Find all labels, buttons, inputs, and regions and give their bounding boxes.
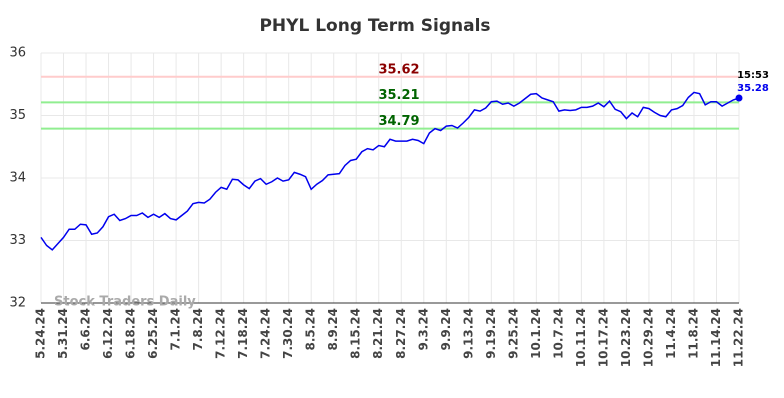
x-tick-label: 10.23.24 <box>619 308 633 367</box>
y-tick-label: 34 <box>9 171 26 186</box>
x-tick-label: 11.14.24 <box>709 308 723 367</box>
x-tick-label: 5.24.24 <box>34 308 48 359</box>
y-tick-label: 35 <box>9 108 26 123</box>
x-tick-label: 11.22.24 <box>732 308 746 367</box>
x-tick-label: 7.12.24 <box>214 308 228 359</box>
x-tick-label: 9.9.24 <box>439 308 453 351</box>
x-tick-label: 6.6.24 <box>79 308 93 351</box>
x-tick-label: 7.24.24 <box>259 308 273 359</box>
x-tick-label: 9.13.24 <box>461 308 475 359</box>
x-tick-label: 10.1.24 <box>529 308 543 359</box>
x-tick-label: 8.27.24 <box>394 308 408 359</box>
y-tick-label: 36 <box>9 46 26 61</box>
x-tick-label: 7.8.24 <box>191 308 205 351</box>
x-tick-label: 5.31.24 <box>56 308 70 359</box>
x-tick-label: 11.8.24 <box>686 308 700 359</box>
x-tick-label: 7.30.24 <box>281 308 295 359</box>
price-line <box>40 91 740 251</box>
y-tick-label: 32 <box>9 296 26 311</box>
chart-title: PHYL Long Term Signals <box>259 16 490 36</box>
watermark: Stock Traders Daily <box>54 295 196 310</box>
x-tick-label: 10.29.24 <box>641 308 655 367</box>
x-tick-label: 7.18.24 <box>236 308 250 359</box>
x-tick-label: 6.12.24 <box>101 308 115 359</box>
signal-label: 35.62 <box>378 62 419 77</box>
x-tick-label: 9.3.24 <box>416 308 430 351</box>
x-tick-label: 8.9.24 <box>326 308 340 351</box>
x-tick-label: 8.5.24 <box>304 308 318 351</box>
x-tick-label: 8.15.24 <box>349 308 363 359</box>
last-value: 35.28 <box>737 83 769 94</box>
last-time: 15:53 <box>737 70 769 81</box>
x-tick-label: 10.11.24 <box>574 308 588 367</box>
x-tick-label: 10.7.24 <box>551 308 565 359</box>
y-tick-label: 33 <box>9 233 26 248</box>
signal-label: 34.79 <box>378 114 419 129</box>
x-tick-label: 6.18.24 <box>124 308 138 359</box>
x-tick-label: 9.19.24 <box>484 308 498 359</box>
last-point <box>735 94 743 102</box>
x-tick-label: 7.1.24 <box>169 308 183 351</box>
signal-label: 35.21 <box>378 88 419 103</box>
x-tick-label: 10.17.24 <box>596 308 610 367</box>
x-tick-label: 9.25.24 <box>506 308 520 359</box>
x-tick-label: 11.4.24 <box>664 308 678 359</box>
x-tick-label: 8.21.24 <box>371 308 385 359</box>
x-tick-label: 6.25.24 <box>146 308 160 359</box>
